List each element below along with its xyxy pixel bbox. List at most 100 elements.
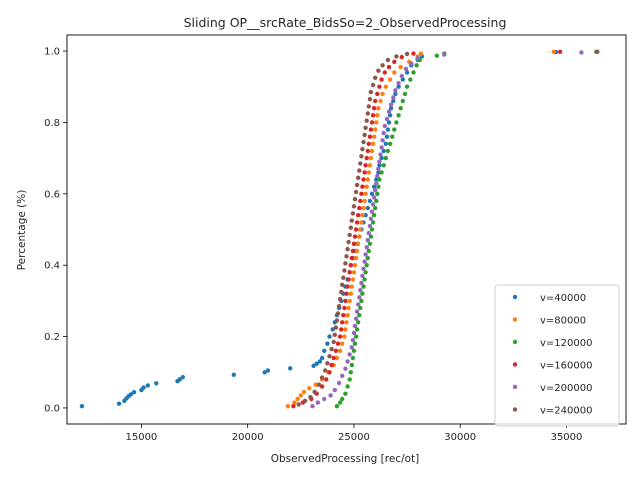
x-tick-label: 15000 bbox=[125, 432, 157, 443]
y-axis-label: Percentage (%) bbox=[16, 190, 28, 271]
legend-marker bbox=[512, 384, 518, 390]
data-point bbox=[393, 88, 398, 93]
data-point bbox=[231, 372, 236, 377]
data-point bbox=[357, 168, 362, 173]
data-point bbox=[370, 113, 376, 118]
data-point bbox=[329, 346, 334, 352]
data-point bbox=[346, 239, 351, 245]
data-point bbox=[352, 234, 358, 239]
data-point bbox=[351, 204, 357, 209]
data-point bbox=[317, 359, 323, 364]
x-tick-label: 35000 bbox=[551, 432, 583, 443]
data-point bbox=[337, 334, 343, 339]
data-point bbox=[364, 184, 369, 189]
data-point bbox=[384, 134, 390, 139]
data-point bbox=[393, 91, 398, 97]
data-point bbox=[340, 341, 345, 346]
data-point bbox=[347, 377, 352, 382]
data-point bbox=[363, 125, 368, 130]
data-point bbox=[154, 381, 159, 386]
data-point bbox=[385, 148, 391, 154]
legend-marker bbox=[512, 339, 518, 345]
data-point bbox=[116, 401, 122, 406]
data-point bbox=[368, 216, 374, 221]
data-point bbox=[295, 396, 300, 402]
data-point bbox=[79, 404, 85, 409]
y-tick-label: 1.0 bbox=[44, 47, 60, 58]
data-point bbox=[350, 355, 356, 361]
legend-label: v=120000 bbox=[540, 338, 592, 349]
data-point bbox=[367, 223, 373, 229]
data-point bbox=[367, 97, 373, 102]
data-point bbox=[370, 220, 376, 225]
data-point bbox=[362, 132, 367, 138]
data-point bbox=[343, 327, 348, 332]
data-point bbox=[322, 396, 327, 402]
data-point bbox=[354, 309, 360, 314]
data-point bbox=[363, 252, 368, 257]
data-point bbox=[411, 51, 416, 56]
data-point bbox=[392, 127, 397, 132]
data-point bbox=[331, 339, 336, 345]
data-point bbox=[345, 359, 350, 364]
data-point bbox=[387, 77, 393, 82]
data-point bbox=[340, 320, 345, 325]
y-tick-label: 0.0 bbox=[44, 403, 60, 414]
data-point bbox=[356, 241, 361, 246]
data-point bbox=[323, 368, 328, 373]
data-point bbox=[381, 148, 386, 154]
data-point bbox=[348, 225, 353, 230]
y-tick-label: 0.8 bbox=[44, 118, 60, 129]
data-point bbox=[356, 320, 361, 325]
data-point bbox=[387, 113, 393, 118]
data-point bbox=[369, 191, 375, 196]
data-point bbox=[358, 161, 363, 166]
data-point bbox=[327, 334, 332, 339]
data-point bbox=[348, 370, 353, 375]
data-point bbox=[312, 389, 317, 395]
y-axis: 0.0 0.2 0.4 0.6 0.8 1.0 bbox=[44, 47, 67, 414]
data-point bbox=[265, 368, 271, 373]
data-point bbox=[404, 70, 410, 75]
data-point bbox=[354, 327, 360, 332]
data-point bbox=[360, 213, 365, 218]
data-point bbox=[366, 230, 371, 236]
data-point bbox=[351, 270, 357, 275]
data-point bbox=[370, 141, 376, 146]
data-point bbox=[359, 298, 364, 304]
data-point bbox=[344, 291, 349, 296]
plot-frame bbox=[66, 34, 627, 425]
data-point bbox=[353, 189, 359, 195]
data-point bbox=[408, 77, 413, 82]
data-point bbox=[351, 241, 357, 246]
data-point bbox=[398, 106, 403, 111]
data-point bbox=[352, 323, 358, 329]
data-point bbox=[383, 141, 388, 146]
data-point bbox=[358, 305, 363, 311]
data-point bbox=[343, 298, 348, 304]
series-v=40000 bbox=[79, 49, 559, 409]
data-point bbox=[363, 213, 368, 218]
data-point bbox=[368, 155, 374, 161]
data-point bbox=[376, 166, 381, 171]
x-tick-label: 30000 bbox=[444, 432, 476, 443]
data-point bbox=[349, 345, 354, 350]
data-point bbox=[351, 330, 357, 336]
data-point bbox=[359, 154, 364, 159]
data-point bbox=[356, 302, 361, 307]
data-point bbox=[354, 182, 360, 188]
data-point bbox=[374, 120, 379, 125]
data-point bbox=[364, 263, 369, 268]
data-point bbox=[376, 106, 381, 111]
data-point bbox=[346, 277, 351, 282]
y-tick-label: 0.6 bbox=[44, 189, 60, 200]
data-point bbox=[347, 270, 352, 275]
data-point bbox=[310, 404, 315, 409]
x-tick-label: 25000 bbox=[338, 432, 370, 443]
data-point bbox=[336, 304, 342, 309]
legend: v=40000 v=80000 v=120000 v=160000 v=200000 v=… bbox=[494, 284, 620, 427]
data-point bbox=[301, 389, 307, 395]
data-point bbox=[391, 98, 396, 104]
data-point bbox=[337, 296, 343, 302]
legend-item: v=40000 bbox=[512, 293, 586, 304]
